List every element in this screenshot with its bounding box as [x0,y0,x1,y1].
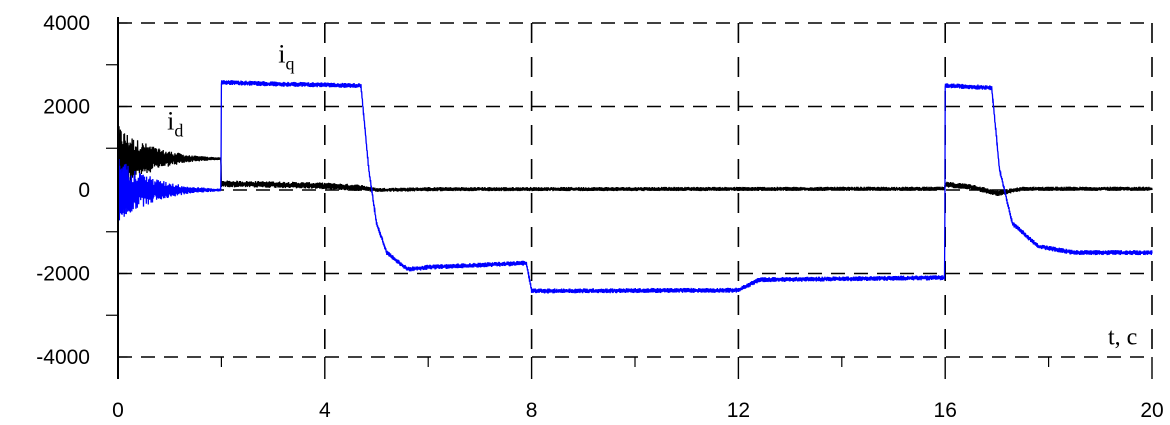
y-tick-label--4000: -4000 [36,346,90,369]
series-label-id: id [167,106,183,140]
x-tick-label-8: 8 [526,399,538,422]
x-tick-label-12: 12 [727,399,750,422]
series-layer [117,80,1153,294]
y-tick-label--2000: -2000 [36,263,90,286]
y-tick-label-0: 0 [78,179,90,202]
x-tick-label-20: 20 [1140,399,1163,422]
minor-ticks [106,64,1153,379]
y-tick-label-2000: 2000 [43,96,90,119]
x-tick-label-16: 16 [934,399,957,422]
tick-labels: 4000 2000 0 -2000 -4000 0 4 8 12 16 20 [36,12,1163,422]
series-line-i_q [117,80,1153,294]
series-label-iq: iq [278,40,294,74]
x-tick-label-0: 0 [112,399,124,422]
x-axis-label: t, c [1108,324,1137,350]
y-tick-label-4000: 4000 [43,12,90,35]
x-tick-label-4: 4 [319,399,331,422]
series-line-i_d [117,126,1153,196]
